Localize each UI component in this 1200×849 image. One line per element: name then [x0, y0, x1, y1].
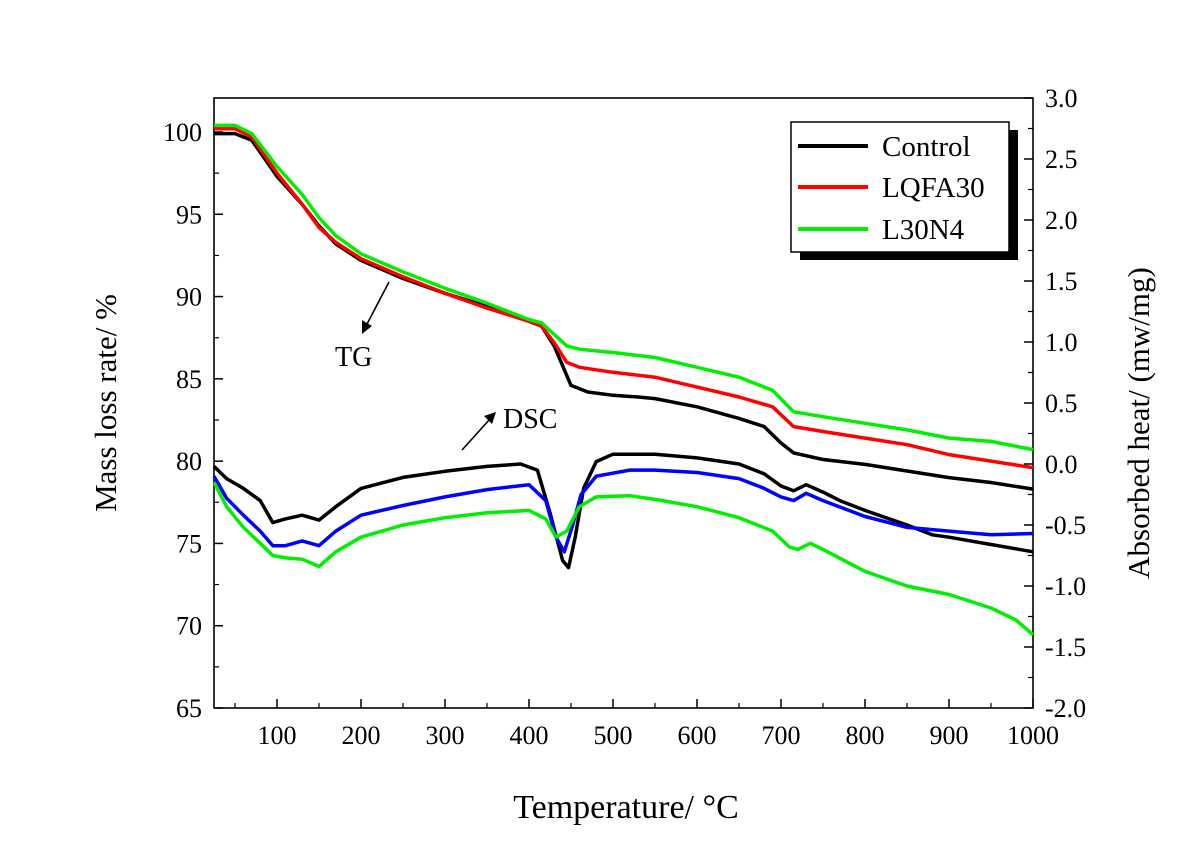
- series-line-lqfa30-tg: [214, 126, 1034, 470]
- y-left-tick-label: 100: [163, 118, 202, 147]
- y-axis-title-right: Absorbed heat/ (mw/mg): [1121, 267, 1156, 579]
- tg-annotation: TG: [335, 281, 390, 373]
- x-tick-label: 400: [510, 721, 549, 750]
- y-left-tick-label: 75: [176, 529, 202, 558]
- x-tick-label: 300: [426, 721, 465, 750]
- y-right-tick-label: 1.5: [1045, 267, 1078, 296]
- x-tick-label: 200: [342, 721, 381, 750]
- y-right-tick-label: 2.5: [1045, 145, 1078, 174]
- legend-label-control: Control: [882, 131, 971, 163]
- y-right-tick-label: 1.0: [1045, 328, 1078, 357]
- y-left-tick-label: 95: [176, 200, 202, 229]
- x-tick-label: 600: [678, 721, 717, 750]
- dsc-annotation: DSC: [461, 404, 557, 451]
- dsc-annotation-label: DSC: [503, 404, 557, 435]
- tg-arrow-head: [362, 320, 372, 334]
- tg-annotation-label: TG: [335, 342, 372, 373]
- y-right-tick-label: 3.0: [1045, 84, 1078, 113]
- x-tick-label: 800: [846, 721, 885, 750]
- legend-label-l30n4: L30N4: [882, 214, 965, 246]
- x-axis-title: Temperature/ °C: [513, 789, 739, 826]
- y-left-tick-label: 85: [176, 365, 202, 394]
- x-tick-label: 700: [762, 721, 801, 750]
- series-line-l30n4-dsc: [212, 481, 1035, 637]
- series-line-lqfa30-dsc: [212, 468, 1034, 554]
- y-left-tick-label: 70: [176, 612, 202, 641]
- dsc-arrow-line: [461, 418, 491, 451]
- y-right-tick-label: 0.5: [1045, 389, 1078, 418]
- x-tick-label: 500: [594, 721, 633, 750]
- x-tick-label: 1000: [1007, 721, 1059, 750]
- x-tick-label: 900: [930, 721, 969, 750]
- y-left-tick-label: 90: [176, 283, 202, 312]
- series-group: [212, 123, 1035, 637]
- y-left-tick-label: 65: [176, 694, 202, 723]
- y-right-tick-label: -0.5: [1045, 511, 1086, 540]
- dsc-arrow-head: [484, 412, 496, 424]
- y-right-tick-label: -1.0: [1045, 572, 1086, 601]
- legend: Control LQFA30 L30N4: [790, 121, 1018, 260]
- ticks-group: 100 200 300 400 500 600 700 800 900 1000 65 70 75 80 8…: [163, 84, 1086, 750]
- series-line-l30n4-tg: [214, 123, 1034, 452]
- y-right-tick-label: 0.0: [1045, 450, 1078, 479]
- series-line-control-dsc: [212, 452, 1034, 570]
- y-left-tick-label: 80: [176, 447, 202, 476]
- y-right-tick-label: -1.5: [1045, 633, 1086, 662]
- x-tick-label: 100: [258, 721, 297, 750]
- tg-arrow-line: [365, 281, 390, 327]
- y-right-tick-label: 2.0: [1045, 206, 1078, 235]
- y-right-tick-label: -2.0: [1045, 694, 1086, 723]
- legend-label-lqfa30: LQFA30: [882, 172, 985, 204]
- y-axis-title-left: Mass loss rate/ %: [88, 294, 123, 512]
